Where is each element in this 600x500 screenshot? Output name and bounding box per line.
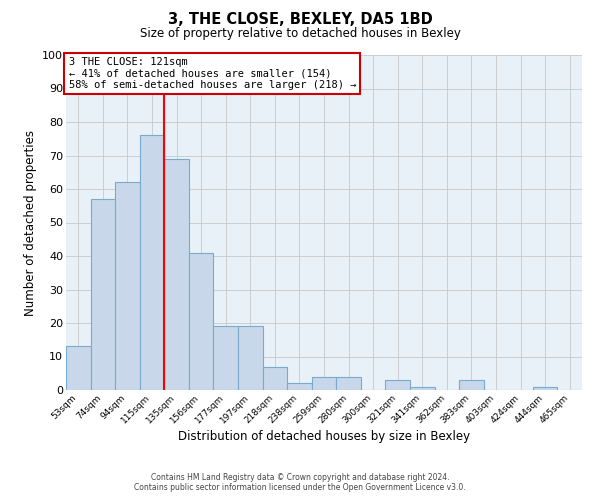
- Bar: [91, 199, 115, 390]
- Bar: [459, 380, 484, 390]
- Bar: [238, 326, 263, 390]
- Bar: [164, 159, 189, 390]
- Bar: [66, 346, 91, 390]
- Text: Contains HM Land Registry data © Crown copyright and database right 2024.
Contai: Contains HM Land Registry data © Crown c…: [134, 473, 466, 492]
- Bar: [336, 376, 361, 390]
- Bar: [115, 182, 140, 390]
- Bar: [410, 386, 434, 390]
- Bar: [140, 136, 164, 390]
- Bar: [214, 326, 238, 390]
- Bar: [287, 384, 312, 390]
- Bar: [533, 386, 557, 390]
- Y-axis label: Number of detached properties: Number of detached properties: [23, 130, 37, 316]
- Bar: [312, 376, 336, 390]
- Bar: [385, 380, 410, 390]
- Text: 3 THE CLOSE: 121sqm
← 41% of detached houses are smaller (154)
58% of semi-detac: 3 THE CLOSE: 121sqm ← 41% of detached ho…: [68, 56, 356, 90]
- Text: 3, THE CLOSE, BEXLEY, DA5 1BD: 3, THE CLOSE, BEXLEY, DA5 1BD: [167, 12, 433, 28]
- X-axis label: Distribution of detached houses by size in Bexley: Distribution of detached houses by size …: [178, 430, 470, 444]
- Bar: [189, 252, 214, 390]
- Bar: [263, 366, 287, 390]
- Text: Size of property relative to detached houses in Bexley: Size of property relative to detached ho…: [140, 28, 460, 40]
